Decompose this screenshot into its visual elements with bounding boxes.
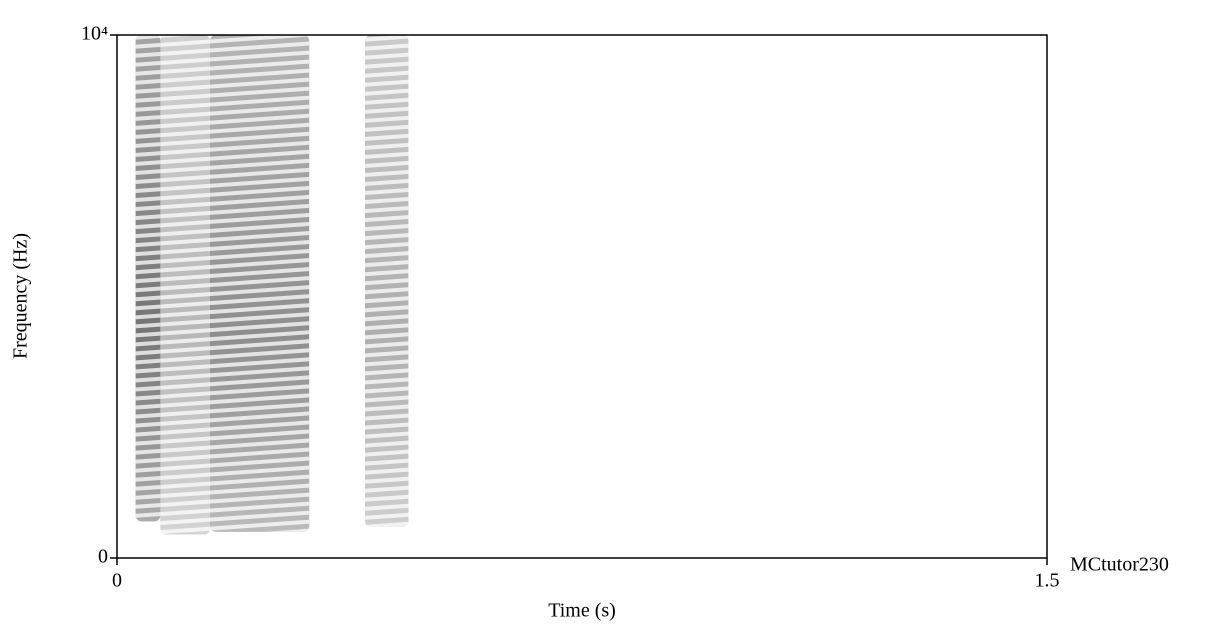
x-tick-label: 0	[112, 570, 122, 592]
plot-marks	[136, 35, 409, 534]
energy-fade	[365, 35, 408, 527]
x-axis-label: Time (s)	[548, 600, 616, 622]
y-axis-label: Frequency (Hz)	[10, 233, 32, 359]
energy-fade	[136, 35, 161, 521]
annotation: MCtutor230	[1070, 554, 1169, 576]
chart: Time (s) Frequency (Hz) MCtutor230 0 1.5 0…	[0, 0, 1208, 631]
y-tick-label: 0	[98, 546, 108, 568]
energy-fade	[160, 35, 210, 534]
energy-fade	[210, 35, 309, 532]
x-tick-label: 1.5	[1035, 570, 1060, 592]
y-tick-label: 10⁴	[81, 23, 108, 45]
